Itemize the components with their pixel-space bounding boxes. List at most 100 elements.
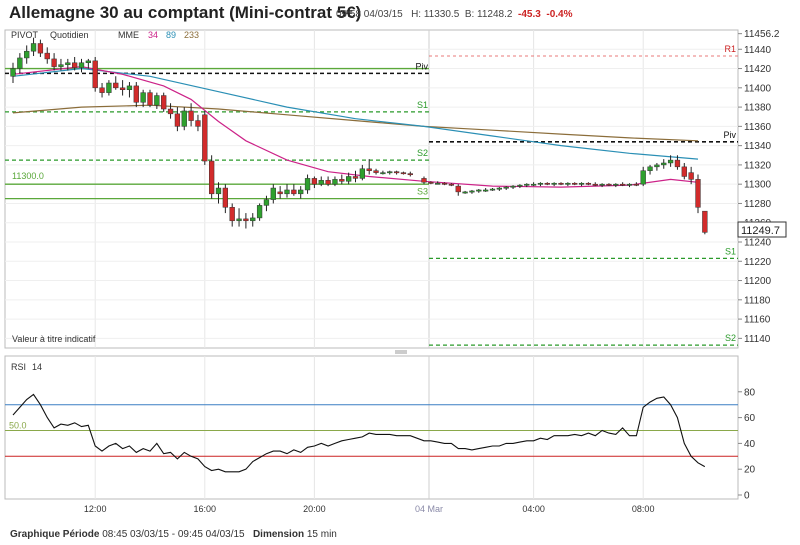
candle-body xyxy=(565,182,571,185)
candle-body xyxy=(428,182,434,184)
x-tick-label: 04 Mar xyxy=(415,504,443,514)
candle-body xyxy=(140,92,146,103)
candle xyxy=(640,166,646,187)
candle-body xyxy=(106,82,112,93)
candle-body xyxy=(202,114,208,162)
last-price-value: 11249.7 xyxy=(741,225,780,237)
y-tick-label: 11400 xyxy=(744,83,772,94)
time-x-axis: 12:00 16:00 20:00 04 Mar 04:00 08:00 xyxy=(84,504,655,514)
candle-body xyxy=(10,68,16,77)
rsi-series xyxy=(12,393,706,473)
candle xyxy=(654,162,660,171)
candle xyxy=(37,39,44,57)
candle-body xyxy=(524,183,530,186)
candle-body xyxy=(325,180,331,185)
candle-body xyxy=(585,182,592,185)
candle xyxy=(85,58,91,69)
day1-level-label: Piv xyxy=(415,61,428,71)
day1-level-label: S2 xyxy=(417,148,428,158)
candle-body xyxy=(476,189,482,192)
period-value: 08:45 03/03/15 - 09:45 04/03/15 xyxy=(102,529,245,540)
candle-body xyxy=(222,187,228,208)
candle-body xyxy=(578,182,585,185)
candle xyxy=(161,92,167,112)
candle-body xyxy=(496,187,503,190)
candle-body xyxy=(489,188,496,191)
rsi-y-tick-label: 60 xyxy=(744,413,756,424)
candle-body xyxy=(469,190,475,193)
candle-body xyxy=(243,218,249,222)
candle xyxy=(551,182,557,187)
candle-body xyxy=(284,189,290,195)
candle-body xyxy=(599,183,605,186)
candle-body xyxy=(51,58,57,67)
pivot-levels: Piv S1 S2 S3 R1 Piv S1 S2 xyxy=(5,44,738,346)
candle-body xyxy=(620,183,626,186)
candle xyxy=(24,45,30,64)
rsi-label: RSI xyxy=(11,362,26,372)
candle xyxy=(263,195,270,212)
candle-body xyxy=(537,182,544,185)
candle xyxy=(578,182,585,187)
candle-body xyxy=(304,178,311,191)
candle xyxy=(119,80,126,96)
candle-body xyxy=(387,171,393,174)
candle-body xyxy=(250,217,256,222)
candle xyxy=(215,182,222,204)
candle xyxy=(44,47,50,64)
candle-body xyxy=(366,168,372,171)
candle-body xyxy=(58,64,64,67)
candle-body xyxy=(558,182,564,185)
candle xyxy=(359,164,366,181)
y-tick-label: 11440 xyxy=(744,45,772,56)
candle xyxy=(17,53,23,74)
candle-body xyxy=(352,176,359,179)
candle xyxy=(483,188,489,192)
y-tick-label: 11456.2 xyxy=(744,29,780,40)
last-price-marker: 11249.7 xyxy=(737,221,787,238)
candle xyxy=(256,203,263,221)
quote-change: -45.3 xyxy=(518,9,541,20)
y-tick-label: 11280 xyxy=(744,199,772,210)
candle xyxy=(373,168,379,175)
chart-footer: Graphique Période 08:45 03/03/15 - 09:45… xyxy=(10,529,337,540)
panel-splitter-handle[interactable] xyxy=(395,350,407,354)
candle xyxy=(503,186,509,190)
candle-body xyxy=(188,110,194,121)
quote-bid: B: 11248.2 xyxy=(464,9,513,20)
x-tick-label: 12:00 xyxy=(84,504,107,514)
candle xyxy=(469,189,475,194)
candle xyxy=(167,103,174,119)
candle-body xyxy=(661,162,667,166)
candle-body xyxy=(72,62,78,68)
candle-body xyxy=(85,60,91,64)
candle xyxy=(517,184,523,189)
rsi-period-label: 14 xyxy=(32,362,42,372)
candle-body xyxy=(147,92,153,106)
candle-body xyxy=(339,179,345,182)
candle xyxy=(65,58,71,71)
candle-body xyxy=(17,57,23,69)
candle-body xyxy=(181,110,187,127)
candle xyxy=(565,182,571,187)
candle xyxy=(92,56,98,92)
mme89-label: 89 xyxy=(166,30,176,40)
candle xyxy=(174,107,181,132)
candle xyxy=(147,89,153,108)
candle-body xyxy=(448,183,455,186)
candle xyxy=(304,174,311,194)
candle-body xyxy=(606,183,612,186)
candle-body xyxy=(613,183,619,186)
day2-level-label: R1 xyxy=(724,44,736,54)
candle xyxy=(695,174,701,214)
candle xyxy=(51,53,57,71)
candle-body xyxy=(592,183,598,186)
dimension-value: 15 min xyxy=(306,529,337,540)
candle xyxy=(352,170,359,183)
candle xyxy=(209,155,215,199)
rsi-levels: 50.0 xyxy=(5,404,738,457)
candle xyxy=(647,164,653,175)
x-tick-label: 20:00 xyxy=(303,504,326,514)
candle-body xyxy=(681,166,687,177)
candle-body xyxy=(572,182,578,185)
